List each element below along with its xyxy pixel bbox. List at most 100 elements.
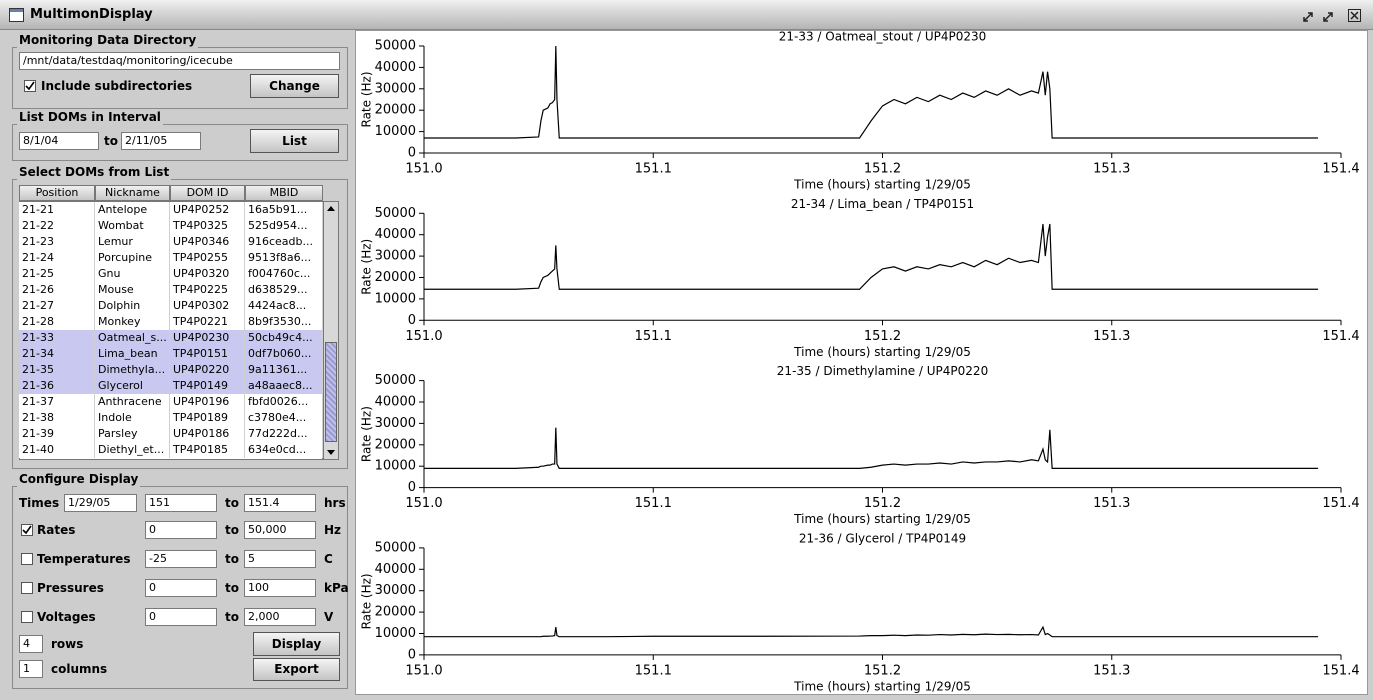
table-cell[interactable]: 525d954... <box>245 218 323 234</box>
table-cell[interactable]: Diethyl_et... <box>95 442 170 458</box>
checkbox[interactable] <box>24 80 36 92</box>
table-cell[interactable]: Glycerol <box>95 378 170 394</box>
table-cell[interactable]: 9513f8a6... <box>245 250 323 266</box>
table-cell[interactable]: Antelope <box>95 202 170 218</box>
table-cell[interactable]: 21-24 <box>19 250 95 266</box>
checkbox[interactable] <box>21 611 33 623</box>
checkbox[interactable] <box>21 582 33 594</box>
text-field[interactable]: 4 <box>19 635 43 653</box>
table-cell[interactable]: Indole <box>95 410 170 426</box>
table-cell[interactable]: TP4P0221 <box>170 314 245 330</box>
table-cell[interactable]: Lemur <box>95 234 170 250</box>
table-cell[interactable]: 21-34 <box>19 346 95 362</box>
button[interactable]: Export <box>253 658 340 681</box>
table-cell[interactable]: 21-37 <box>19 394 95 410</box>
button[interactable]: Display <box>253 632 340 656</box>
text-field[interactable]: -25 <box>145 550 217 568</box>
text-field[interactable]: 1 <box>19 660 43 678</box>
button[interactable]: Change <box>250 74 339 98</box>
label: V <box>324 610 334 624</box>
table-cell[interactable]: Gnu <box>95 266 170 282</box>
text-field[interactable]: 0 <box>145 579 217 597</box>
checkbox[interactable] <box>21 553 33 565</box>
table-cell[interactable]: UP4P0230 <box>170 330 245 346</box>
table-cell[interactable]: Monkey <box>95 314 170 330</box>
table-cell[interactable]: 21-26 <box>19 282 95 298</box>
table-cell[interactable]: fbfd0026... <box>245 394 323 410</box>
table-cell[interactable]: 21-23 <box>19 234 95 250</box>
text-field[interactable]: 1/29/05 <box>64 494 137 512</box>
button[interactable]: List <box>250 129 339 153</box>
table-cell[interactable]: 0df7b060... <box>245 346 323 362</box>
text-field[interactable]: 2,000 <box>244 608 316 626</box>
table-cell[interactable]: 21-39 <box>19 426 95 442</box>
table-cell[interactable]: TP4P0189 <box>170 410 245 426</box>
table-cell[interactable]: 9a11361... <box>245 362 323 378</box>
table-cell[interactable]: Porcupine <box>95 250 170 266</box>
column-header[interactable]: MBID <box>245 185 323 201</box>
table-cell[interactable]: UP4P0320 <box>170 266 245 282</box>
table-cell[interactable]: UP4P0252 <box>170 202 245 218</box>
text-field[interactable]: 151 <box>145 494 217 512</box>
table-cell[interactable]: Dolphin <box>95 298 170 314</box>
data-line <box>424 427 1319 469</box>
table-cell[interactable]: Parsley <box>95 426 170 442</box>
table-cell[interactable]: a48aaec8... <box>245 378 323 394</box>
table-cell[interactable]: 21-22 <box>19 218 95 234</box>
table-cell[interactable]: 21-35 <box>19 362 95 378</box>
table-cell[interactable]: 21-33 <box>19 330 95 346</box>
table-cell[interactable]: 50cb49c4... <box>245 330 323 346</box>
table-cell[interactable]: 21-27 <box>19 298 95 314</box>
text-field[interactable]: /mnt/data/testdaq/monitoring/icecube <box>19 52 340 70</box>
table-cell[interactable]: UP4P0346 <box>170 234 245 250</box>
table-cell[interactable]: 16a5b91... <box>245 202 323 218</box>
table-cell[interactable]: TP4P0325 <box>170 218 245 234</box>
checkbox[interactable] <box>21 524 33 536</box>
column-header[interactable]: DOM ID <box>170 185 245 201</box>
x-tick-label: 151.2 <box>864 162 901 177</box>
text-field[interactable]: 100 <box>244 579 316 597</box>
table-cell[interactable]: f004760c... <box>245 266 323 282</box>
table-cell[interactable]: Wombat <box>95 218 170 234</box>
table-cell[interactable]: Mouse <box>95 282 170 298</box>
group-frame <box>12 486 348 689</box>
table-cell[interactable]: 21-36 <box>19 378 95 394</box>
table-cell[interactable]: d638529... <box>245 282 323 298</box>
table-cell[interactable]: 77d222d... <box>245 426 323 442</box>
table-cell[interactable]: TP4P0225 <box>170 282 245 298</box>
window-controls[interactable] <box>1302 8 1364 23</box>
scroll-thumb[interactable] <box>325 342 337 442</box>
table-cell[interactable]: Dimethyla... <box>95 362 170 378</box>
table-cell[interactable]: 634e0cd... <box>245 442 323 458</box>
table-cell[interactable]: 21-21 <box>19 202 95 218</box>
text-field[interactable]: 50,000 <box>244 521 316 539</box>
table-cell[interactable]: TP4P0185 <box>170 442 245 458</box>
text-field[interactable]: 151.4 <box>244 494 316 512</box>
text-field[interactable]: 0 <box>145 521 217 539</box>
text-field[interactable]: 0 <box>145 608 217 626</box>
table-cell[interactable]: Lima_bean <box>95 346 170 362</box>
text-field[interactable]: 8/1/04 <box>19 132 99 150</box>
table-cell[interactable]: 21-40 <box>19 442 95 458</box>
table-cell[interactable]: 21-38 <box>19 410 95 426</box>
table-cell[interactable]: UP4P0302 <box>170 298 245 314</box>
text-field[interactable]: 5 <box>244 550 316 568</box>
table-cell[interactable]: Anthracene <box>95 394 170 410</box>
column-header[interactable]: Position <box>19 185 95 201</box>
table-cell[interactable]: UP4P0220 <box>170 362 245 378</box>
table-cell[interactable]: 916ceadb... <box>245 234 323 250</box>
table-cell[interactable]: TP4P0151 <box>170 346 245 362</box>
table-cell[interactable]: 21-28 <box>19 314 95 330</box>
text-field[interactable]: 2/11/05 <box>121 132 201 150</box>
column-header[interactable]: Nickname <box>95 185 170 201</box>
table-cell[interactable]: TP4P0149 <box>170 378 245 394</box>
table-cell[interactable]: 8b9f3530... <box>245 314 323 330</box>
table-cell[interactable]: 21-25 <box>19 266 95 282</box>
scroll-arrows[interactable] <box>323 201 339 460</box>
table-cell[interactable]: UP4P0186 <box>170 426 245 442</box>
table-cell[interactable]: 4424ac8... <box>245 298 323 314</box>
table-cell[interactable]: UP4P0196 <box>170 394 245 410</box>
table-cell[interactable]: c3780e4... <box>245 410 323 426</box>
table-cell[interactable]: Oatmeal_s... <box>95 330 170 346</box>
table-cell[interactable]: TP4P0255 <box>170 250 245 266</box>
